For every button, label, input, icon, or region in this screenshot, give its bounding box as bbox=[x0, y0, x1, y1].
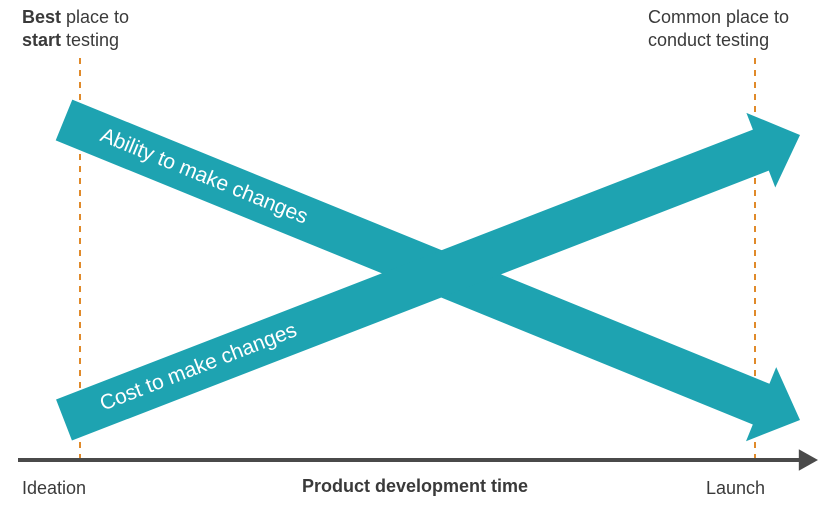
arrow-cost-label: Cost to make changes bbox=[97, 318, 300, 415]
diagram-svg: Ability to make changes Cost to make chan… bbox=[0, 0, 834, 523]
xaxis-left-label: Ideation bbox=[22, 478, 86, 499]
label-best-place-rest1: place to bbox=[61, 7, 129, 27]
label-common-line1: Common place to bbox=[648, 7, 789, 27]
x-axis-arrowhead bbox=[799, 449, 818, 471]
label-best-place-bold2: start bbox=[22, 30, 61, 50]
xaxis-right-label: Launch bbox=[706, 478, 765, 499]
label-common-line2: conduct testing bbox=[648, 30, 769, 50]
arrow-ability-label: Ability to make changes bbox=[97, 124, 311, 229]
xaxis-title: Product development time bbox=[285, 476, 545, 497]
label-best-place-bold1: Best bbox=[22, 7, 61, 27]
label-common-place: Common place to conduct testing bbox=[648, 6, 789, 51]
label-best-place-rest2: testing bbox=[61, 30, 119, 50]
label-best-place: Best place to start testing bbox=[22, 6, 129, 51]
